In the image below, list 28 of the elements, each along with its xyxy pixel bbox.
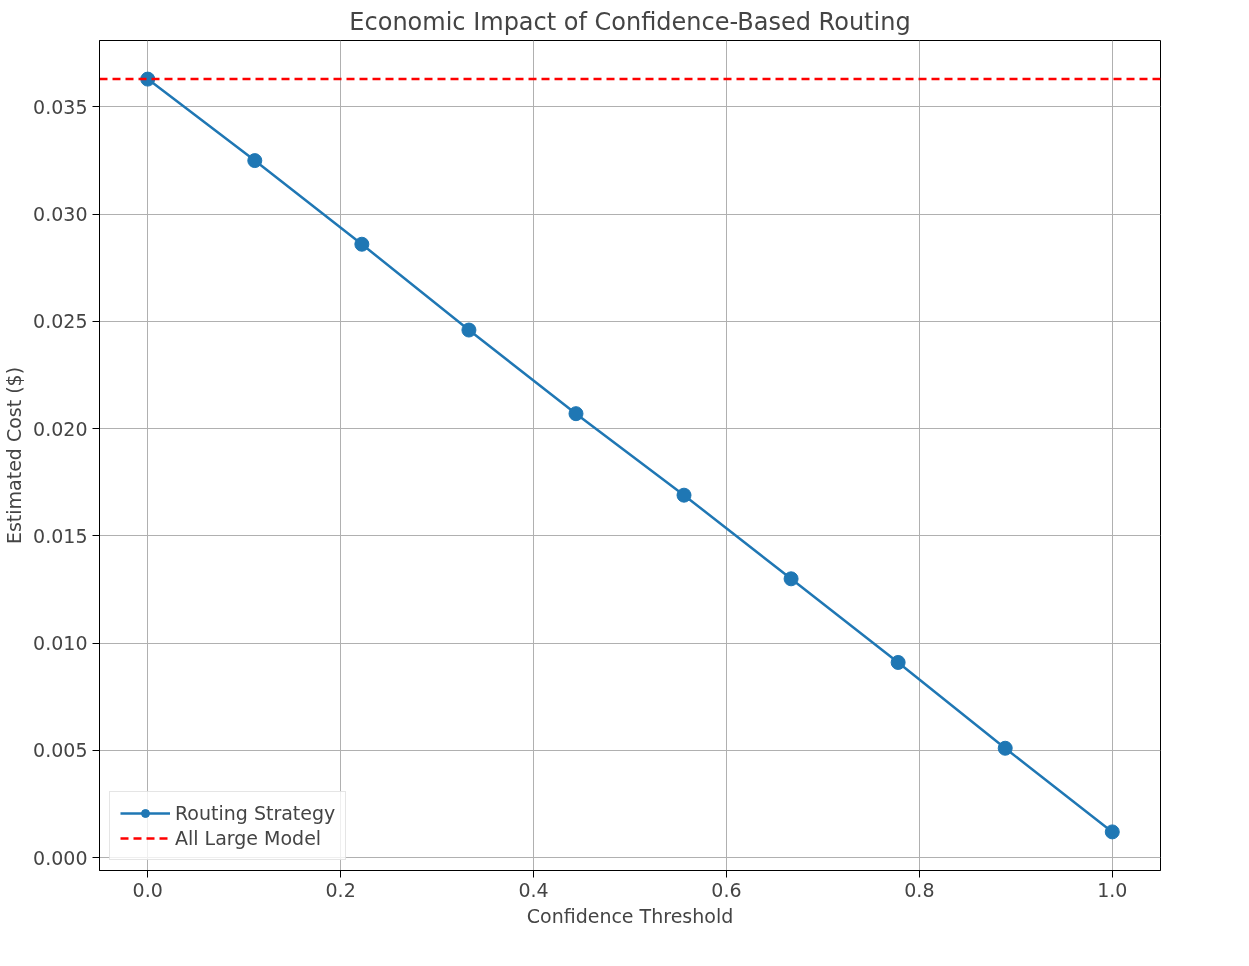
x-tick-label: 0.6	[711, 878, 742, 901]
y-tick-label: 0.005	[33, 739, 88, 762]
point	[354, 236, 370, 252]
y-tick-label: 0.025	[33, 310, 88, 333]
y-axis-title: Estimated Cost ($)	[3, 366, 26, 545]
y-tick-label: 0.015	[33, 524, 88, 547]
legend-label: Routing Strategy	[175, 802, 336, 824]
point	[1104, 824, 1120, 840]
y-tick-label: 0.010	[33, 632, 88, 655]
x-tick-label: 1.0	[1097, 878, 1128, 901]
point	[247, 153, 263, 169]
point	[997, 740, 1013, 756]
chart-title: Economic Impact of Confidence-Based Routing	[349, 7, 911, 36]
x-tick-label: 0.8	[904, 878, 935, 901]
y-tick-label: 0.020	[33, 417, 88, 440]
point	[890, 654, 906, 670]
legend-label: All Large Model	[175, 827, 322, 849]
point	[783, 571, 799, 587]
y-tick-label: 0.000	[33, 846, 88, 869]
x-tick-label: 0.0	[132, 878, 163, 901]
y-tick-label: 0.035	[33, 95, 88, 118]
x-axis-title: Confidence Threshold	[526, 904, 734, 927]
x-tick-label: 0.4	[518, 878, 549, 901]
y-tick-label: 0.030	[33, 203, 88, 226]
point	[676, 487, 692, 503]
point	[461, 322, 477, 338]
x-tick-label: 0.2	[325, 878, 356, 901]
point	[568, 406, 584, 422]
